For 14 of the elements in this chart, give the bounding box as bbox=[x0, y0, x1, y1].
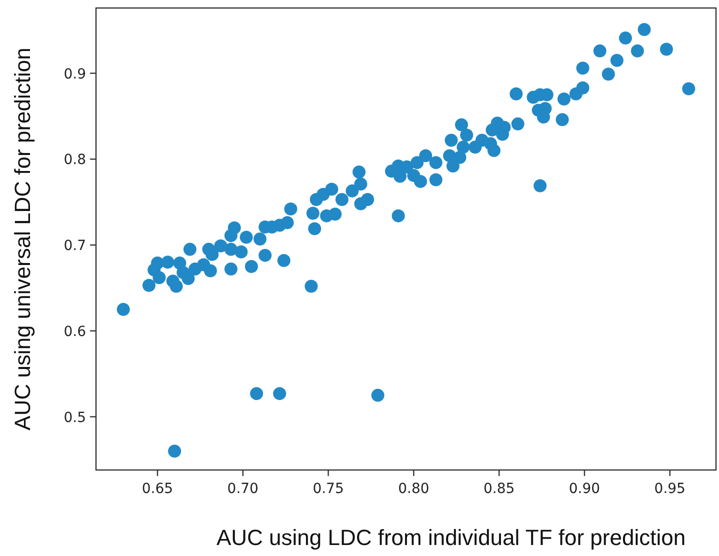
x-tick-label: 0.70 bbox=[227, 481, 258, 497]
x-tick-label: 0.85 bbox=[484, 481, 515, 497]
x-axis-title: AUC using LDC from individual TF for prediction bbox=[216, 525, 686, 550]
x-tick-label: 0.95 bbox=[654, 481, 686, 497]
y-tick-label: 0.5 bbox=[64, 410, 86, 426]
y-tick-label: 0.6 bbox=[64, 324, 86, 340]
x-tick-label: 0.90 bbox=[568, 481, 600, 497]
y-axis-title: AUC using universal LDC for prediction bbox=[10, 48, 35, 430]
x-tick-label: 0.80 bbox=[398, 481, 430, 497]
x-tick-label: 0.75 bbox=[312, 481, 344, 497]
y-tick-label: 0.9 bbox=[64, 66, 86, 82]
y-tick-label: 0.7 bbox=[64, 238, 86, 254]
y-tick-label: 0.8 bbox=[64, 152, 86, 168]
x-tick-label: 0.65 bbox=[142, 481, 174, 497]
